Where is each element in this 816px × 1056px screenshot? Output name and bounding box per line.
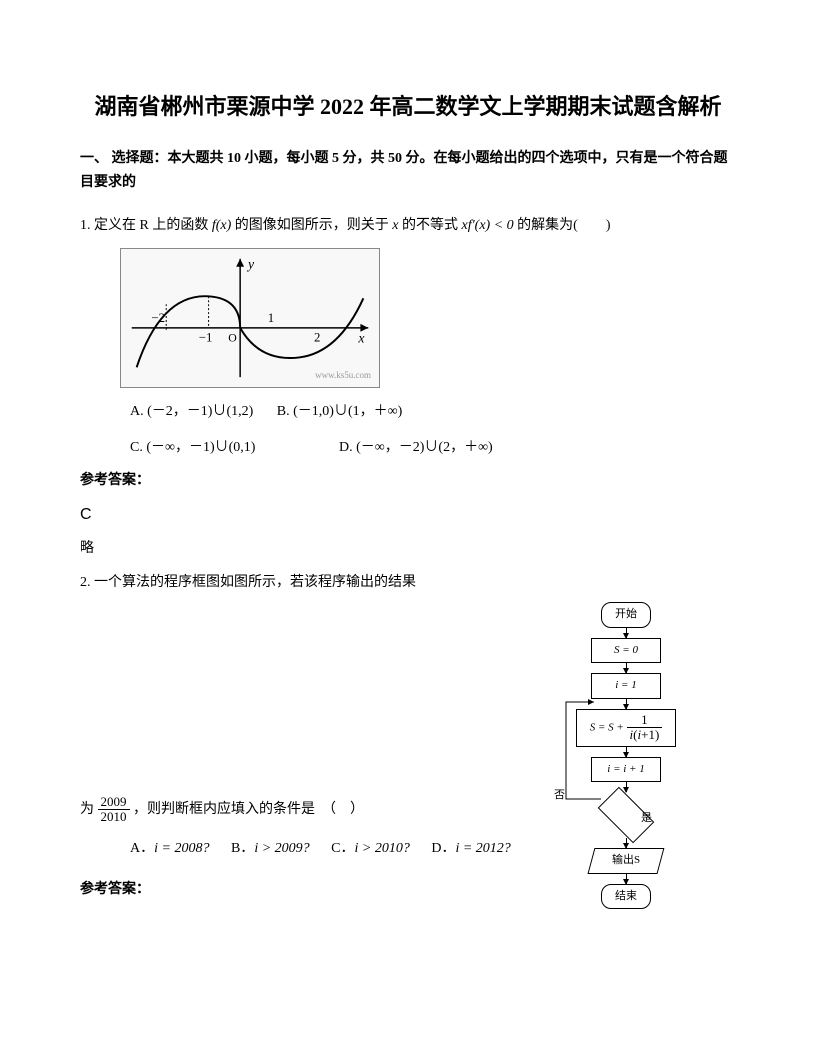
q2-option-b: B．i > 2009? bbox=[231, 838, 310, 860]
flow-label-yes: 是 bbox=[641, 810, 652, 828]
mark-2: 2 bbox=[314, 330, 320, 344]
q2-fraction: 2009 2010 bbox=[98, 795, 130, 825]
mark-1: 1 bbox=[268, 311, 274, 325]
q1-option-d-text: (－∞，－2)∪(2，＋∞) bbox=[356, 440, 493, 455]
q1-fx: f(x) bbox=[212, 218, 231, 233]
q1-option-d: D. (－∞，－2)∪(2，＋∞) bbox=[339, 434, 493, 462]
origin-label: O bbox=[228, 330, 237, 344]
q1-option-b-text: (－1,0)∪(1，＋∞) bbox=[293, 404, 402, 419]
q2-prefix: 为 bbox=[80, 802, 94, 817]
q1-expr: xf′(x) < 0 bbox=[462, 218, 514, 233]
q2-number: 2. bbox=[80, 575, 91, 590]
q2-option-a: A．i = 2008? bbox=[130, 838, 209, 860]
q2-option-a-text: i = 2008? bbox=[154, 841, 209, 856]
q2-option-b-text: i > 2009? bbox=[254, 841, 309, 856]
section-header: 一、 选择题：本大题共 10 小题，每小题 5 分，共 50 分。在每小题给出的… bbox=[80, 147, 736, 195]
q2-suffix: ，则判断框内应填入的条件是 （ ） bbox=[133, 802, 364, 817]
question-1: 1. 定义在 R 上的函数 f(x) 的图像如图所示，则关于 x 的不等式 xf… bbox=[80, 213, 736, 238]
flow-start: 开始 bbox=[601, 602, 651, 628]
flow-output-text: 输出S bbox=[612, 852, 640, 870]
q1-text-3: 的不等式 bbox=[402, 218, 458, 233]
q1-option-c: C. (－∞，－1)∪(0,1) bbox=[130, 434, 255, 462]
flow-init-i-text: i = 1 bbox=[615, 679, 636, 691]
q1-graph: y x O −2 −1 1 2 www.ks5u.com bbox=[120, 248, 380, 388]
q2-option-c-text: i > 2010? bbox=[355, 841, 410, 856]
question-2: 2. 一个算法的程序框图如图所示，若该程序输出的结果 开始 S = 0 i = … bbox=[80, 572, 736, 860]
q1-text-2: 的图像如图所示，则关于 bbox=[235, 218, 389, 233]
q1-brief: 略 bbox=[80, 538, 736, 560]
q2-frac-num: 2009 bbox=[98, 795, 130, 810]
q1-option-c-text: (－∞，－1)∪(0,1) bbox=[146, 440, 255, 455]
x-axis-label: x bbox=[357, 330, 365, 345]
q1-answer: C bbox=[80, 502, 736, 528]
flow-init-s: S = 0 bbox=[591, 638, 661, 664]
document-title: 湖南省郴州市栗源中学 2022 年高二数学文上学期期末试题含解析 bbox=[80, 90, 736, 123]
flow-step-i-text: i = i + 1 bbox=[607, 763, 644, 775]
y-axis-label: y bbox=[246, 256, 255, 271]
q1-options-row1: A. (－2，－1)∪(1,2) B. (－1,0)∪(1，＋∞) bbox=[130, 398, 736, 426]
q1-option-b: B. (－1,0)∪(1，＋∞) bbox=[277, 398, 402, 426]
q2-frac-den: 2010 bbox=[98, 810, 130, 824]
q1-option-a-text: (－2，－1)∪(1,2) bbox=[147, 404, 253, 419]
graph-watermark: www.ks5u.com bbox=[315, 368, 371, 382]
flow-step-i: i = i + 1 bbox=[591, 757, 661, 783]
function-graph-svg: y x O −2 −1 1 2 bbox=[121, 249, 379, 387]
q1-text-1: 定义在 R 上的函数 bbox=[94, 218, 208, 233]
q2-option-d: D．i = 2012? bbox=[431, 838, 510, 860]
flow-label-no: 否 bbox=[554, 787, 565, 805]
q1-options-row2: C. (－∞，－1)∪(0,1) D. (－∞，－2)∪(2，＋∞) bbox=[130, 434, 736, 462]
q1-answer-label: 参考答案： bbox=[80, 470, 736, 492]
q2-option-d-text: i = 2012? bbox=[455, 841, 510, 856]
flow-init-s-text: S = 0 bbox=[614, 644, 638, 656]
q1-x: x bbox=[392, 218, 398, 233]
q1-number: 1. bbox=[80, 218, 91, 233]
q1-option-a: A. (－2，－1)∪(1,2) bbox=[130, 398, 253, 426]
q2-option-c: C．i > 2010? bbox=[331, 838, 410, 860]
flow-step-s: S = S + 1i(i+1) bbox=[576, 709, 676, 747]
flow-output: 输出S bbox=[588, 848, 665, 874]
flow-init-i: i = 1 bbox=[591, 673, 661, 699]
mark-neg1: −1 bbox=[199, 330, 213, 344]
q2-text-1: 一个算法的程序框图如图所示，若该程序输出的结果 bbox=[94, 575, 416, 590]
q1-text-4: 的解集为( ) bbox=[517, 218, 610, 233]
q2-flowchart: 开始 S = 0 i = 1 S = S + 1i(i+1) i = i + 1… bbox=[546, 602, 706, 882]
flow-end: 结束 bbox=[601, 884, 651, 910]
